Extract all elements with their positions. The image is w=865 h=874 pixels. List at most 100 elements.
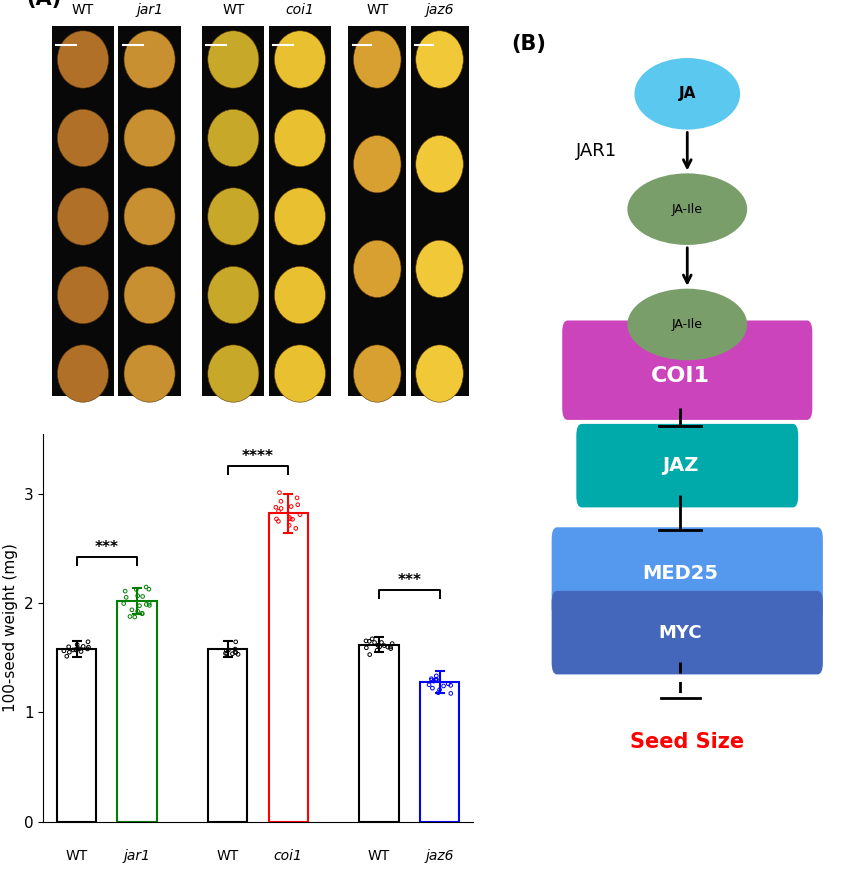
Point	[365, 632, 379, 646]
Text: JAR1: JAR1	[576, 142, 617, 160]
Point	[432, 686, 445, 700]
Ellipse shape	[57, 188, 108, 245]
Ellipse shape	[416, 345, 464, 402]
Point	[130, 582, 144, 596]
Ellipse shape	[124, 109, 175, 167]
Point	[444, 678, 458, 692]
Ellipse shape	[416, 240, 464, 297]
Text: WT: WT	[366, 3, 388, 17]
Ellipse shape	[354, 31, 401, 88]
Bar	[269, 513, 308, 822]
Text: WT: WT	[368, 849, 390, 863]
Ellipse shape	[124, 345, 175, 402]
Text: (A): (A)	[26, 0, 61, 10]
Bar	[420, 682, 459, 822]
Ellipse shape	[416, 31, 464, 88]
Text: ****: ****	[242, 449, 274, 464]
Point	[61, 640, 75, 654]
Point	[57, 644, 71, 658]
Point	[272, 504, 285, 518]
Point	[123, 609, 137, 623]
Point	[381, 640, 394, 654]
Point	[74, 644, 88, 658]
Point	[377, 639, 391, 653]
Bar	[411, 26, 469, 396]
Point	[139, 580, 153, 594]
Point	[425, 672, 439, 686]
Point	[135, 607, 149, 621]
Point	[69, 643, 83, 657]
Ellipse shape	[208, 345, 259, 402]
Point	[274, 495, 288, 509]
Point	[370, 643, 384, 657]
Text: jar1: jar1	[136, 3, 163, 17]
Point	[142, 596, 156, 610]
Y-axis label: 100-seed weight (mg): 100-seed weight (mg)	[3, 543, 18, 712]
Point	[385, 636, 399, 650]
Ellipse shape	[416, 135, 464, 193]
Point	[285, 512, 299, 526]
Point	[274, 502, 288, 516]
Point	[70, 638, 84, 652]
Point	[229, 646, 243, 660]
Point	[132, 599, 146, 613]
Point	[425, 673, 439, 687]
Ellipse shape	[274, 267, 325, 323]
Text: WT: WT	[72, 3, 94, 17]
Text: JA-Ile: JA-Ile	[672, 318, 702, 331]
Point	[131, 604, 144, 618]
Ellipse shape	[57, 267, 108, 323]
Ellipse shape	[354, 135, 401, 193]
Point	[270, 512, 284, 526]
Bar	[52, 26, 114, 396]
Point	[76, 640, 90, 654]
FancyBboxPatch shape	[552, 591, 823, 675]
Ellipse shape	[57, 31, 108, 88]
Point	[117, 597, 131, 611]
Point	[228, 642, 242, 656]
Point	[282, 518, 296, 532]
Point	[125, 603, 139, 617]
Point	[444, 686, 458, 700]
Text: MED25: MED25	[642, 564, 718, 582]
Bar	[208, 649, 247, 822]
Point	[284, 512, 298, 526]
Point	[220, 643, 234, 657]
Point	[71, 642, 85, 656]
Ellipse shape	[208, 109, 259, 167]
Point	[373, 640, 387, 654]
Ellipse shape	[208, 267, 259, 323]
Point	[135, 607, 149, 621]
Point	[383, 640, 397, 654]
Text: coi1: coi1	[274, 849, 303, 863]
Ellipse shape	[208, 31, 259, 88]
Point	[362, 635, 376, 649]
Point	[429, 674, 443, 688]
Ellipse shape	[354, 345, 401, 402]
Text: JA: JA	[678, 87, 696, 101]
Point	[293, 508, 307, 522]
Ellipse shape	[57, 345, 108, 402]
Point	[131, 589, 144, 603]
Ellipse shape	[124, 267, 175, 323]
FancyBboxPatch shape	[576, 424, 798, 508]
Point	[143, 599, 157, 613]
Point	[285, 500, 298, 514]
Point	[437, 679, 451, 693]
Point	[290, 491, 304, 505]
Point	[272, 515, 285, 529]
Point	[80, 642, 94, 656]
Point	[426, 681, 439, 695]
Point	[67, 643, 80, 657]
Bar	[359, 644, 399, 822]
Text: COI1: COI1	[650, 366, 709, 386]
Text: ***: ***	[397, 572, 421, 587]
Point	[119, 590, 133, 604]
Point	[60, 649, 74, 663]
Point	[73, 642, 87, 656]
Ellipse shape	[274, 31, 325, 88]
Point	[291, 498, 304, 512]
Text: Seed Size: Seed Size	[631, 732, 744, 752]
FancyBboxPatch shape	[552, 527, 823, 619]
Bar	[118, 600, 157, 822]
